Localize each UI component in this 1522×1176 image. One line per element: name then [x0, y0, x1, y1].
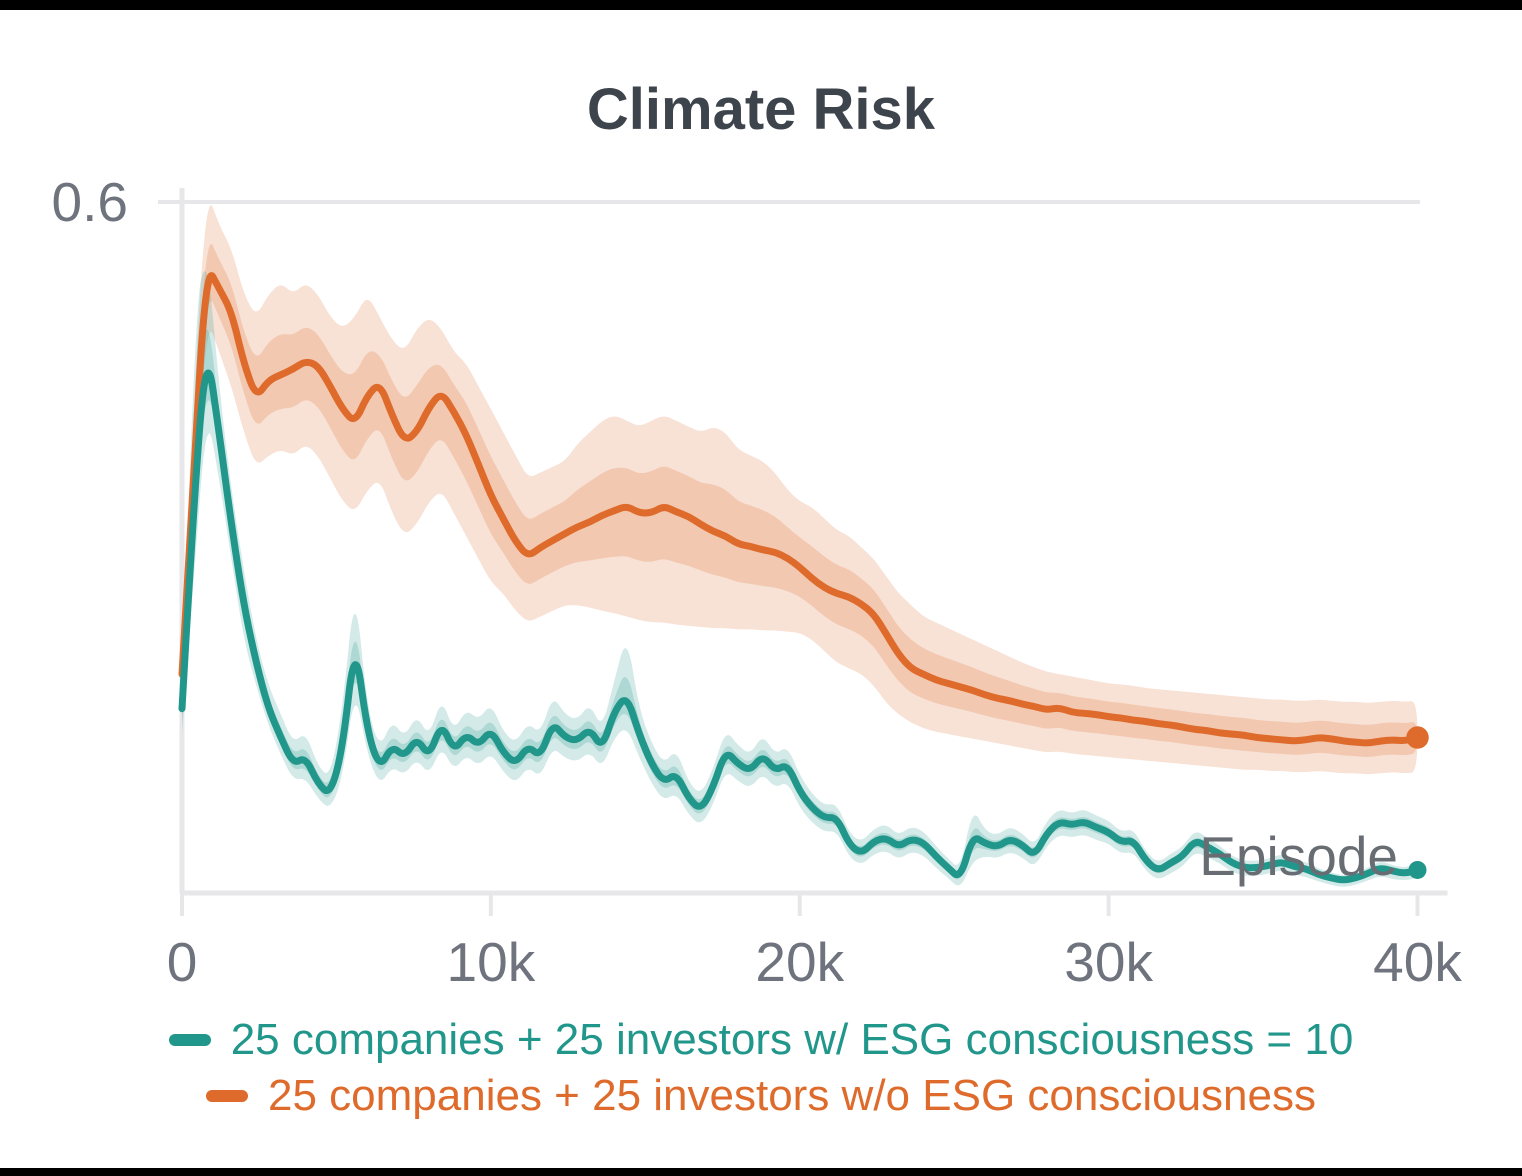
x-tick-label-0: 0	[166, 931, 198, 993]
legend-label-no-esg: 25 companies + 25 investors w/o ESG cons…	[268, 1071, 1316, 1120]
legend-label-esg: 25 companies + 25 investors w/ ESG consc…	[230, 1015, 1354, 1064]
x-tick-label-40k: 40k	[1373, 931, 1462, 993]
line-no-esg	[178, 272, 1421, 747]
legend-item-no-esg[interactable]: 25 companies + 25 investors w/o ESG cons…	[0, 1068, 1522, 1124]
chart-title: Climate Risk	[586, 77, 936, 142]
end-dot-esg	[1408, 860, 1427, 879]
legend: 25 companies + 25 investors w/ ESG consc…	[0, 1012, 1522, 1124]
x-tick-label-30k: 30k	[1064, 931, 1153, 993]
y-axis-tick-label: 0.6	[51, 171, 128, 233]
x-tick-label-10k: 10k	[446, 931, 536, 993]
bottom-frame-bar	[0, 1168, 1522, 1176]
line-esg	[178, 369, 1421, 884]
legend-swatch-teal	[168, 1034, 211, 1046]
top-frame-bar	[0, 0, 1522, 10]
end-dot-no-esg	[1406, 726, 1429, 749]
band-outer	[182, 205, 1418, 775]
legend-item-esg[interactable]: 25 companies + 25 investors w/ ESG consc…	[0, 1012, 1522, 1068]
legend-swatch-orange	[206, 1090, 248, 1102]
x-axis-title-episode: Episode	[1199, 825, 1398, 887]
x-tick-label-20k: 20k	[755, 931, 845, 993]
